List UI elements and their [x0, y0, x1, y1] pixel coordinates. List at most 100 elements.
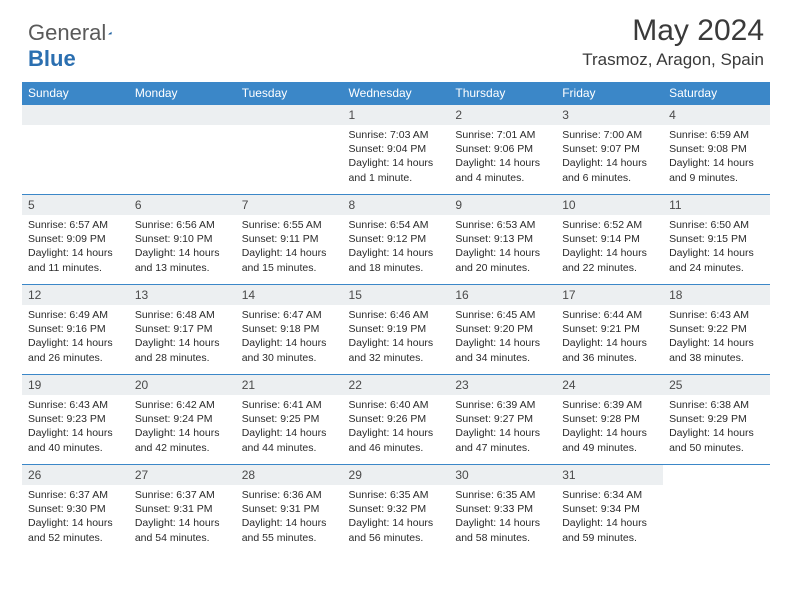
- day-number: 25: [663, 375, 770, 395]
- day-details: Sunrise: 6:36 AMSunset: 9:31 PMDaylight:…: [236, 485, 343, 551]
- day-cell-5: 5Sunrise: 6:57 AMSunset: 9:09 PMDaylight…: [22, 195, 129, 285]
- day-number: 18: [663, 285, 770, 305]
- day-cell-17: 17Sunrise: 6:44 AMSunset: 9:21 PMDayligh…: [556, 285, 663, 375]
- day-cell-27: 27Sunrise: 6:37 AMSunset: 9:31 PMDayligh…: [129, 465, 236, 555]
- day-number: 24: [556, 375, 663, 395]
- day-cell-4: 4Sunrise: 6:59 AMSunset: 9:08 PMDaylight…: [663, 105, 770, 195]
- day-details: Sunrise: 6:46 AMSunset: 9:19 PMDaylight:…: [343, 305, 450, 371]
- day-cell-24: 24Sunrise: 6:39 AMSunset: 9:28 PMDayligh…: [556, 375, 663, 465]
- day-cell-11: 11Sunrise: 6:50 AMSunset: 9:15 PMDayligh…: [663, 195, 770, 285]
- month-title: May 2024: [582, 14, 764, 48]
- day-details: Sunrise: 6:50 AMSunset: 9:15 PMDaylight:…: [663, 215, 770, 281]
- day-details: Sunrise: 6:40 AMSunset: 9:26 PMDaylight:…: [343, 395, 450, 461]
- day-number: 30: [449, 465, 556, 485]
- day-number: 5: [22, 195, 129, 215]
- day-number: 19: [22, 375, 129, 395]
- dow-header-row: SundayMondayTuesdayWednesdayThursdayFrid…: [22, 82, 770, 105]
- day-number: 3: [556, 105, 663, 125]
- day-details: Sunrise: 7:01 AMSunset: 9:06 PMDaylight:…: [449, 125, 556, 191]
- day-number: 15: [343, 285, 450, 305]
- day-details: Sunrise: 6:35 AMSunset: 9:32 PMDaylight:…: [343, 485, 450, 551]
- dow-tuesday: Tuesday: [236, 82, 343, 105]
- day-cell-6: 6Sunrise: 6:56 AMSunset: 9:10 PMDaylight…: [129, 195, 236, 285]
- calendar-table: SundayMondayTuesdayWednesdayThursdayFrid…: [22, 82, 770, 555]
- day-cell-31: 31Sunrise: 6:34 AMSunset: 9:34 PMDayligh…: [556, 465, 663, 555]
- day-number: 6: [129, 195, 236, 215]
- day-number: 12: [22, 285, 129, 305]
- day-details: Sunrise: 6:49 AMSunset: 9:16 PMDaylight:…: [22, 305, 129, 371]
- dow-wednesday: Wednesday: [343, 82, 450, 105]
- day-cell-25: 25Sunrise: 6:38 AMSunset: 9:29 PMDayligh…: [663, 375, 770, 465]
- day-details: Sunrise: 7:00 AMSunset: 9:07 PMDaylight:…: [556, 125, 663, 191]
- day-number: 1: [343, 105, 450, 125]
- day-details: Sunrise: 6:38 AMSunset: 9:29 PMDaylight:…: [663, 395, 770, 461]
- day-details: Sunrise: 6:56 AMSunset: 9:10 PMDaylight:…: [129, 215, 236, 281]
- day-details: Sunrise: 6:52 AMSunset: 9:14 PMDaylight:…: [556, 215, 663, 281]
- day-details: Sunrise: 6:41 AMSunset: 9:25 PMDaylight:…: [236, 395, 343, 461]
- day-number: 16: [449, 285, 556, 305]
- dow-friday: Friday: [556, 82, 663, 105]
- dow-thursday: Thursday: [449, 82, 556, 105]
- empty-cell: [22, 105, 129, 195]
- day-number: 10: [556, 195, 663, 215]
- week-row: 5Sunrise: 6:57 AMSunset: 9:09 PMDaylight…: [22, 195, 770, 285]
- day-cell-18: 18Sunrise: 6:43 AMSunset: 9:22 PMDayligh…: [663, 285, 770, 375]
- day-details: Sunrise: 6:35 AMSunset: 9:33 PMDaylight:…: [449, 485, 556, 551]
- day-number: 28: [236, 465, 343, 485]
- title-block: May 2024 Trasmoz, Aragon, Spain: [582, 14, 764, 70]
- day-details: Sunrise: 6:48 AMSunset: 9:17 PMDaylight:…: [129, 305, 236, 371]
- day-details: Sunrise: 6:55 AMSunset: 9:11 PMDaylight:…: [236, 215, 343, 281]
- day-number: 14: [236, 285, 343, 305]
- day-number: 20: [129, 375, 236, 395]
- day-cell-21: 21Sunrise: 6:41 AMSunset: 9:25 PMDayligh…: [236, 375, 343, 465]
- day-details: Sunrise: 6:39 AMSunset: 9:28 PMDaylight:…: [556, 395, 663, 461]
- day-details: Sunrise: 6:44 AMSunset: 9:21 PMDaylight:…: [556, 305, 663, 371]
- day-number: 22: [343, 375, 450, 395]
- day-number: 11: [663, 195, 770, 215]
- day-details: Sunrise: 6:43 AMSunset: 9:22 PMDaylight:…: [663, 305, 770, 371]
- day-number: 27: [129, 465, 236, 485]
- dow-saturday: Saturday: [663, 82, 770, 105]
- day-cell-22: 22Sunrise: 6:40 AMSunset: 9:26 PMDayligh…: [343, 375, 450, 465]
- day-cell-10: 10Sunrise: 6:52 AMSunset: 9:14 PMDayligh…: [556, 195, 663, 285]
- day-cell-30: 30Sunrise: 6:35 AMSunset: 9:33 PMDayligh…: [449, 465, 556, 555]
- brand-logo: General: [28, 14, 132, 46]
- day-details: Sunrise: 6:39 AMSunset: 9:27 PMDaylight:…: [449, 395, 556, 461]
- location-text: Trasmoz, Aragon, Spain: [582, 50, 764, 70]
- day-details: Sunrise: 6:57 AMSunset: 9:09 PMDaylight:…: [22, 215, 129, 281]
- day-details: Sunrise: 6:43 AMSunset: 9:23 PMDaylight:…: [22, 395, 129, 461]
- day-cell-26: 26Sunrise: 6:37 AMSunset: 9:30 PMDayligh…: [22, 465, 129, 555]
- week-row: 26Sunrise: 6:37 AMSunset: 9:30 PMDayligh…: [22, 465, 770, 555]
- brand-part1: General: [28, 20, 106, 46]
- day-number: 2: [449, 105, 556, 125]
- empty-cell: [236, 105, 343, 195]
- day-number: 8: [343, 195, 450, 215]
- day-cell-8: 8Sunrise: 6:54 AMSunset: 9:12 PMDaylight…: [343, 195, 450, 285]
- empty-cell: [129, 105, 236, 195]
- day-cell-14: 14Sunrise: 6:47 AMSunset: 9:18 PMDayligh…: [236, 285, 343, 375]
- day-details: Sunrise: 6:37 AMSunset: 9:31 PMDaylight:…: [129, 485, 236, 551]
- header: General May 2024 Trasmoz, Aragon, Spain: [0, 0, 792, 76]
- day-details: Sunrise: 6:34 AMSunset: 9:34 PMDaylight:…: [556, 485, 663, 551]
- day-details: Sunrise: 7:03 AMSunset: 9:04 PMDaylight:…: [343, 125, 450, 191]
- day-number: 4: [663, 105, 770, 125]
- week-row: 19Sunrise: 6:43 AMSunset: 9:23 PMDayligh…: [22, 375, 770, 465]
- week-row: 1Sunrise: 7:03 AMSunset: 9:04 PMDaylight…: [22, 105, 770, 195]
- day-cell-20: 20Sunrise: 6:42 AMSunset: 9:24 PMDayligh…: [129, 375, 236, 465]
- week-row: 12Sunrise: 6:49 AMSunset: 9:16 PMDayligh…: [22, 285, 770, 375]
- dow-sunday: Sunday: [22, 82, 129, 105]
- day-details: Sunrise: 6:42 AMSunset: 9:24 PMDaylight:…: [129, 395, 236, 461]
- day-cell-7: 7Sunrise: 6:55 AMSunset: 9:11 PMDaylight…: [236, 195, 343, 285]
- day-number: 7: [236, 195, 343, 215]
- day-details: Sunrise: 6:54 AMSunset: 9:12 PMDaylight:…: [343, 215, 450, 281]
- day-details: Sunrise: 6:59 AMSunset: 9:08 PMDaylight:…: [663, 125, 770, 191]
- day-number: 9: [449, 195, 556, 215]
- day-cell-29: 29Sunrise: 6:35 AMSunset: 9:32 PMDayligh…: [343, 465, 450, 555]
- day-cell-1: 1Sunrise: 7:03 AMSunset: 9:04 PMDaylight…: [343, 105, 450, 195]
- day-cell-3: 3Sunrise: 7:00 AMSunset: 9:07 PMDaylight…: [556, 105, 663, 195]
- brand-triangle-icon: [108, 24, 112, 42]
- day-cell-2: 2Sunrise: 7:01 AMSunset: 9:06 PMDaylight…: [449, 105, 556, 195]
- day-number: 26: [22, 465, 129, 485]
- day-details: Sunrise: 6:37 AMSunset: 9:30 PMDaylight:…: [22, 485, 129, 551]
- day-cell-15: 15Sunrise: 6:46 AMSunset: 9:19 PMDayligh…: [343, 285, 450, 375]
